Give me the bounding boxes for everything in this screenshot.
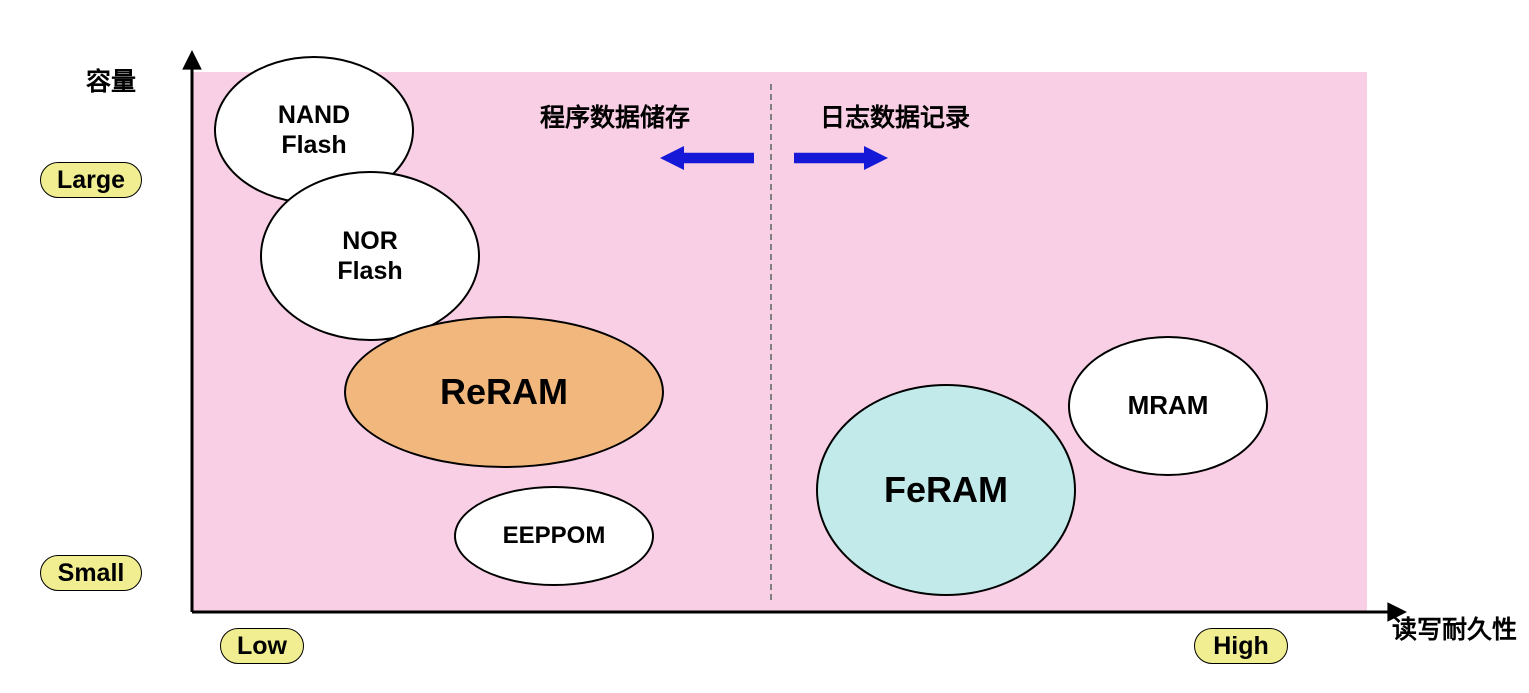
bubble-label: MRAM xyxy=(1128,390,1209,421)
bubble-nor-flash: NORFlash xyxy=(260,171,480,341)
bubble-label: NORFlash xyxy=(337,226,402,286)
bubble-reram: ReRAM xyxy=(344,316,664,468)
y-tick-large: Large xyxy=(40,162,142,198)
memory-positioning-diagram: 容量 读写耐久性 Large Small Low High 程序数据储存 日志数… xyxy=(0,0,1529,693)
x-tick-high: High xyxy=(1194,628,1288,664)
x-axis-title: 读写耐久性 xyxy=(1392,610,1517,646)
zone-right-label: 日志数据记录 xyxy=(820,98,970,134)
bubble-label: EEPPOM xyxy=(503,522,606,551)
bubble-label: FeRAM xyxy=(884,468,1008,511)
arrow-left-icon xyxy=(660,146,754,170)
zone-left-label: 程序数据储存 xyxy=(540,98,690,134)
x-tick-low: Low xyxy=(220,628,304,664)
bubble-mram: MRAM xyxy=(1068,336,1268,476)
bubble-eeppom: EEPPOM xyxy=(454,486,654,586)
bubble-feram: FeRAM xyxy=(816,384,1076,596)
y-tick-small: Small xyxy=(40,555,142,591)
y-axis-title: 容量 xyxy=(86,62,136,98)
bubble-label: ReRAM xyxy=(440,370,568,413)
bubble-label: NANDFlash xyxy=(278,100,350,160)
arrow-right-icon xyxy=(794,146,888,170)
vertical-divider xyxy=(770,84,772,600)
